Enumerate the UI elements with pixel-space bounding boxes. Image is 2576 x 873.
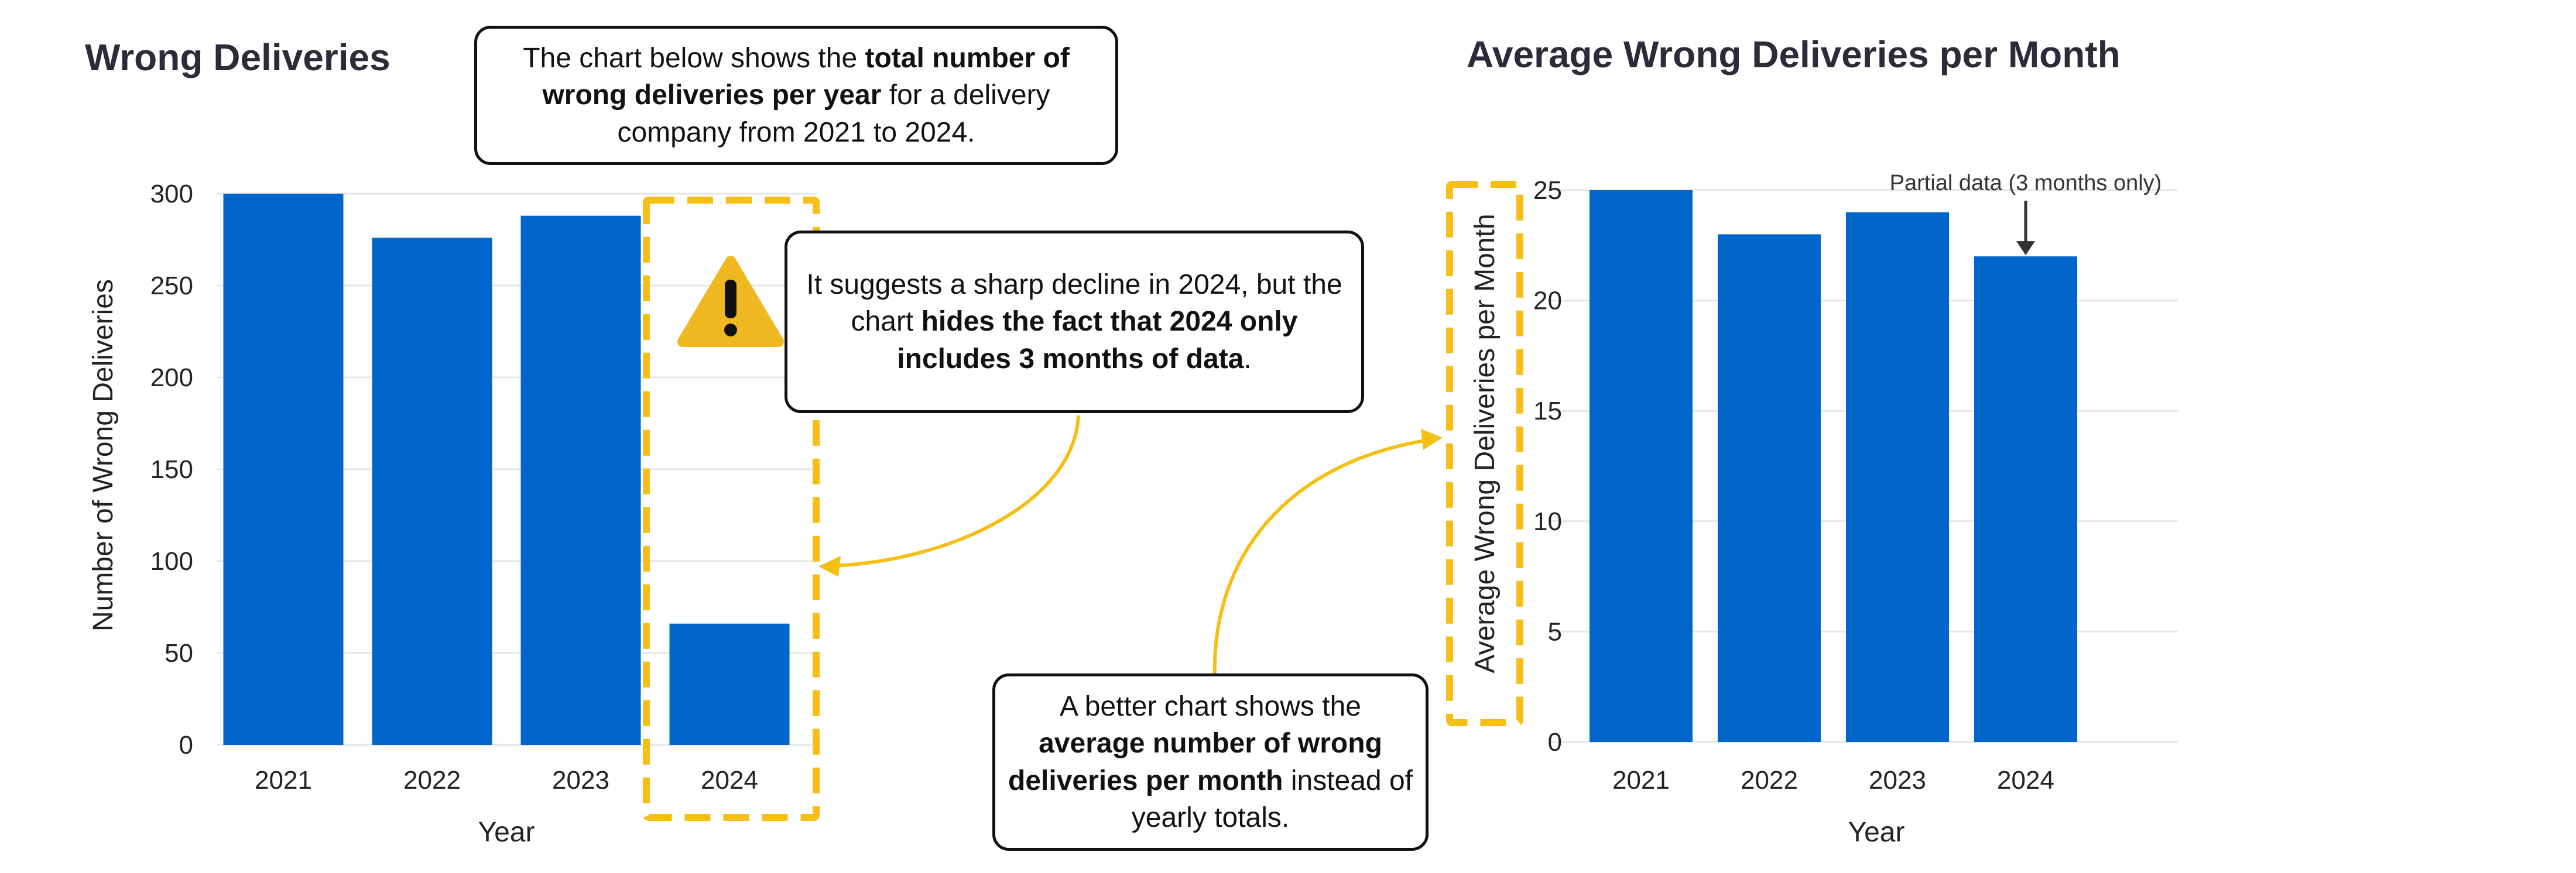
x-tick-label: 2024 [701,766,758,795]
x-tick-label: 2023 [1869,766,1926,795]
y-tick-label: 100 [150,547,193,576]
highlight-box-2024 [643,197,820,821]
bar-2021 [1590,190,1693,742]
highlights-and-arrows [643,181,1523,821]
warning-triangle-icon [677,256,784,347]
y-tick-label: 25 [1533,176,1562,205]
x-tick-label: 2021 [255,766,312,795]
y-tick-label: 0 [179,731,193,759]
x-axis-label: Year [478,817,535,848]
bar-2022 [1718,234,1821,742]
y-tick-label: 0 [1548,728,1562,757]
bar-2021 [223,194,344,745]
bar-2023 [520,215,641,745]
bar-2024 [669,623,790,745]
y-tick-label: 300 [150,180,193,208]
callout-intro: The chart below shows the total number o… [474,26,1118,165]
warning-exclamation-bar [725,280,737,318]
x-tick-label: 2022 [403,766,461,795]
arrowhead-2024 [818,556,841,577]
x-tick-label: 2021 [1612,766,1670,795]
y-tick-label: 150 [150,455,193,484]
left-chart: Wrong Deliveries 0 50 100 150 200 250 300 2021 20… [85,36,817,848]
partial-data-annotation: Partial data (3 months only) [1890,171,2162,195]
callout-better-chart: A better chart shows the average number … [992,673,1429,851]
x-axis-label: Year [1848,817,1905,848]
y-axis-label: Number of Wrong Deliveries [88,279,119,631]
bar-2023 [1846,212,1949,743]
warning-exclamation-dot [724,324,737,336]
curved-arrow-to-y-axis [1212,438,1429,676]
chart-title: Average Wrong Deliveries per Month [1467,33,2121,75]
arrowhead-y-axis [1421,429,1443,450]
x-tick-label: 2023 [552,766,609,795]
annotation-arrowhead [2016,241,2035,256]
y-tick-label: 10 [1533,507,1562,536]
x-tick-label: 2022 [1741,766,1798,795]
y-tick-label: 50 [165,639,193,668]
right-chart: Average Wrong Deliveries per Month 0 5 10 15… [1467,33,2178,848]
callout-misleading: It suggests a sharp decline in 2024, but… [785,231,1364,413]
y-tick-label: 15 [1533,397,1562,425]
y-tick-label: 250 [150,271,193,300]
y-tick-label: 5 [1548,617,1562,646]
y-tick-label: 20 [1533,287,1562,315]
x-tick-label: 2024 [1997,766,2054,795]
bar-2022 [372,238,492,745]
bar-2024 [1974,256,2077,742]
y-tick-label: 200 [150,363,193,392]
chart-title: Wrong Deliveries [85,36,390,78]
curved-arrow-to-2024 [831,415,1080,568]
highlight-box-y-axis [1446,181,1523,726]
y-axis-label: Average Wrong Deliveries per Month [1469,214,1501,673]
